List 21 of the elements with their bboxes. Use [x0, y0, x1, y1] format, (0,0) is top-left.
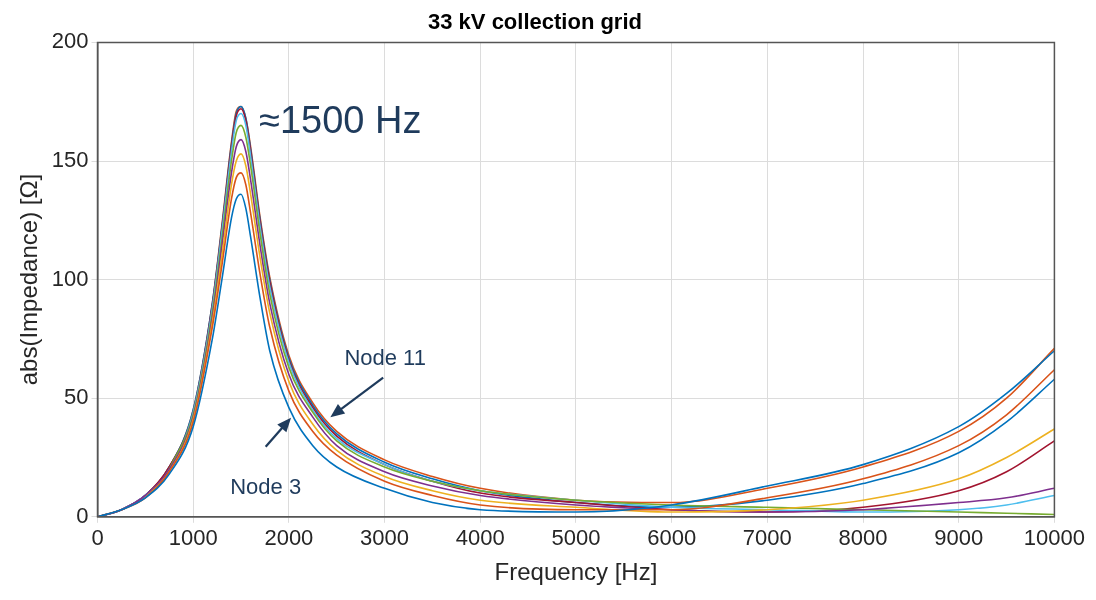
x-tick-label: 1000 — [168, 525, 218, 551]
y-tick-label: 100 — [51, 265, 89, 291]
x-tick-label: 2000 — [264, 525, 314, 551]
x-axis-title: Frequency [Hz] — [494, 558, 658, 586]
chart-title: 33 kV collection grid — [428, 9, 642, 35]
y-tick-label: 50 — [64, 384, 89, 410]
x-tick-label: 8000 — [838, 525, 888, 551]
y-tick-label: 200 — [51, 28, 89, 54]
x-tick-label: 4000 — [455, 525, 505, 551]
x-tick-label: 5000 — [551, 525, 601, 551]
y-tick-label: 0 — [76, 502, 89, 528]
annotation: Node 11 — [344, 344, 426, 370]
y-tick-label: 150 — [51, 147, 89, 173]
x-tick-label: 10000 — [1023, 525, 1086, 551]
x-tick-label: 6000 — [647, 525, 697, 551]
annotation: ≈1500 Hz — [259, 98, 422, 141]
x-tick-label: 7000 — [742, 525, 792, 551]
y-axis-title: abs(Impedance) [Ω] — [15, 173, 43, 386]
x-tick-label: 9000 — [934, 525, 984, 551]
x-tick-label: 3000 — [360, 525, 410, 551]
annotation: Node 3 — [230, 473, 302, 499]
